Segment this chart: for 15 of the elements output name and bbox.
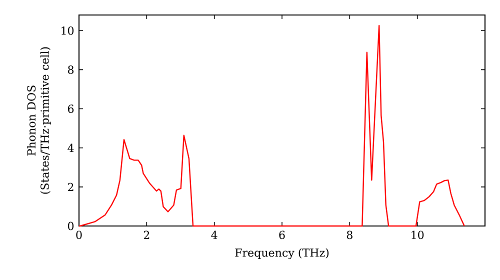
x-tick-label: 2 bbox=[144, 230, 150, 239]
y-tick-label: 4 bbox=[68, 144, 74, 152]
y-tick-label: 2 bbox=[68, 182, 74, 192]
x-axis-title: Frequency (THz) bbox=[235, 248, 329, 260]
y-tick-label: 6 bbox=[68, 104, 74, 113]
x-tick-label: 4 bbox=[211, 230, 218, 239]
y-tick-label: 0 bbox=[68, 222, 74, 230]
y-tick-label: 8 bbox=[68, 66, 74, 74]
line-series bbox=[78, 24, 465, 227]
x-tick-label: 10 bbox=[412, 230, 424, 240]
x-tick-label: 6 bbox=[279, 230, 285, 240]
x-tick-label: 8 bbox=[346, 230, 352, 240]
x-tick-label: 0 bbox=[76, 230, 82, 240]
y-axis-title: Phonon DOS (States/THz·primitive cell) bbox=[27, 47, 52, 194]
y-tick-label: 10 bbox=[62, 26, 74, 35]
